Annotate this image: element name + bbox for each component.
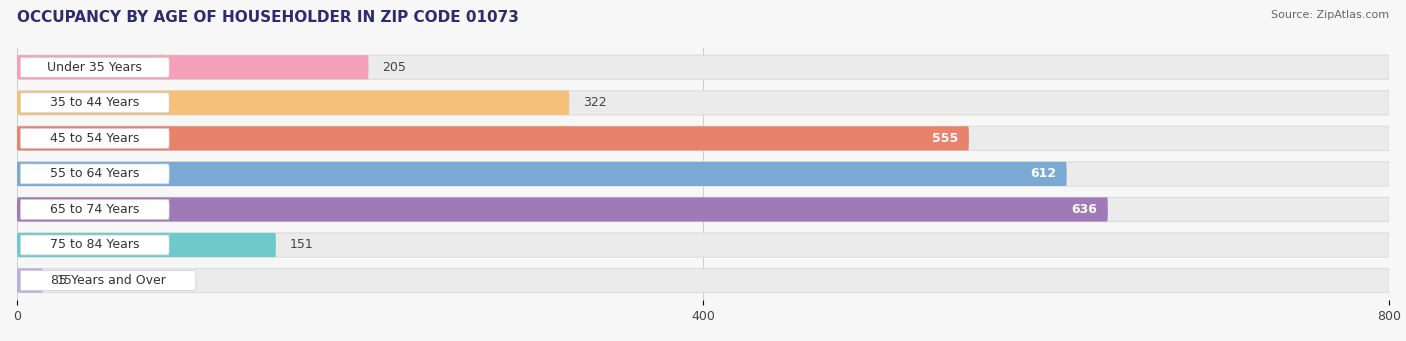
FancyBboxPatch shape xyxy=(17,55,1389,79)
FancyBboxPatch shape xyxy=(20,270,195,291)
Text: Under 35 Years: Under 35 Years xyxy=(48,61,142,74)
Text: 151: 151 xyxy=(290,238,314,252)
Text: 45 to 54 Years: 45 to 54 Years xyxy=(51,132,139,145)
Text: Source: ZipAtlas.com: Source: ZipAtlas.com xyxy=(1271,10,1389,20)
Text: 35 to 44 Years: 35 to 44 Years xyxy=(51,96,139,109)
Text: OCCUPANCY BY AGE OF HOUSEHOLDER IN ZIP CODE 01073: OCCUPANCY BY AGE OF HOUSEHOLDER IN ZIP C… xyxy=(17,10,519,25)
FancyBboxPatch shape xyxy=(17,126,1389,150)
FancyBboxPatch shape xyxy=(17,55,368,79)
FancyBboxPatch shape xyxy=(20,93,169,113)
FancyBboxPatch shape xyxy=(17,162,1067,186)
Text: 75 to 84 Years: 75 to 84 Years xyxy=(51,238,139,252)
Text: 322: 322 xyxy=(583,96,606,109)
FancyBboxPatch shape xyxy=(17,197,1108,222)
Text: 55 to 64 Years: 55 to 64 Years xyxy=(51,167,139,180)
Text: 85 Years and Over: 85 Years and Over xyxy=(51,274,166,287)
Text: 612: 612 xyxy=(1031,167,1056,180)
FancyBboxPatch shape xyxy=(17,91,1389,115)
FancyBboxPatch shape xyxy=(17,268,42,293)
FancyBboxPatch shape xyxy=(17,126,969,150)
Text: 15: 15 xyxy=(56,274,72,287)
FancyBboxPatch shape xyxy=(20,164,169,184)
Text: 205: 205 xyxy=(382,61,406,74)
FancyBboxPatch shape xyxy=(20,199,169,219)
FancyBboxPatch shape xyxy=(17,91,569,115)
FancyBboxPatch shape xyxy=(17,197,1389,222)
FancyBboxPatch shape xyxy=(17,268,1389,293)
FancyBboxPatch shape xyxy=(20,129,169,148)
FancyBboxPatch shape xyxy=(17,162,1389,186)
Text: 555: 555 xyxy=(932,132,959,145)
Text: 65 to 74 Years: 65 to 74 Years xyxy=(51,203,139,216)
FancyBboxPatch shape xyxy=(20,235,169,255)
FancyBboxPatch shape xyxy=(17,233,1389,257)
Text: 636: 636 xyxy=(1071,203,1098,216)
FancyBboxPatch shape xyxy=(17,233,276,257)
FancyBboxPatch shape xyxy=(20,57,169,77)
